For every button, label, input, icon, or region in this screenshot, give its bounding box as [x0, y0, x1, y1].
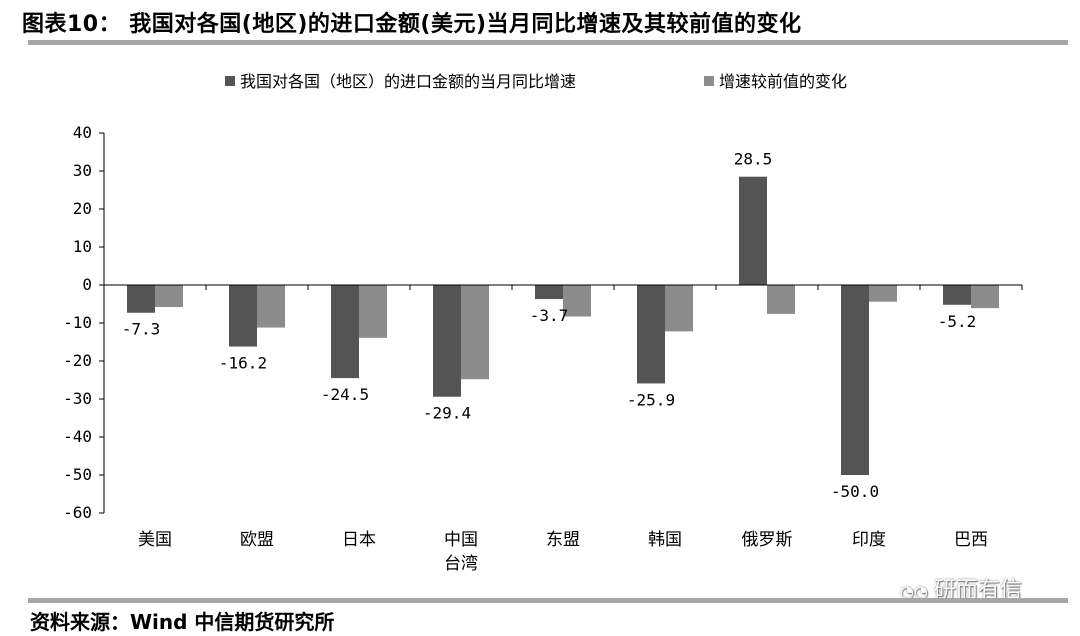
category-label: 日本 [342, 530, 376, 550]
data-label: -7.3 [122, 320, 161, 339]
y-tick-label: -10 [63, 313, 92, 332]
bar-series-1 [433, 285, 461, 397]
y-tick-label: -30 [63, 389, 92, 408]
bottom-divider [28, 598, 1068, 603]
data-label: -5.2 [938, 312, 977, 331]
category-label: 印度 [852, 530, 886, 550]
legend-swatch-series-1 [225, 76, 235, 86]
category-label: 欧盟 [240, 530, 274, 550]
data-label: 28.5 [734, 150, 773, 169]
y-tick-label: 10 [73, 237, 92, 256]
source-note: 资料来源：Wind 中信期货研究所 [30, 610, 335, 634]
bar-series-1 [331, 285, 359, 379]
data-label: -3.7 [530, 306, 569, 325]
y-tick-label: -20 [63, 351, 92, 370]
bar-series-1 [637, 285, 665, 384]
bar-series-2 [359, 285, 387, 338]
category-label: 韩国 [648, 530, 682, 550]
bars [127, 176, 999, 475]
y-tick-label: 0 [82, 275, 92, 294]
bar-series-1 [943, 285, 971, 305]
bar-series-1 [535, 285, 563, 300]
bar-series-1 [229, 285, 257, 347]
category-label: 台湾 [444, 554, 478, 574]
legend-label-series-1: 我国对各国（地区）的进口金额的当月同比增速 [240, 72, 576, 91]
data-label: -24.5 [321, 385, 369, 404]
bar-series-1 [841, 285, 869, 475]
bar-series-2 [665, 285, 693, 332]
category-label: 美国 [138, 530, 172, 550]
bar-chart: 我国对各国（地区）的进口金额的当月同比增速 增速较前值的变化 40 30 20 10 0… [63, 72, 1023, 574]
wechat-icon: ◔◔ [900, 582, 928, 601]
category-label: 俄罗斯 [742, 530, 793, 550]
y-tick-label: 30 [73, 161, 92, 180]
category-label: 中国 [444, 530, 478, 550]
top-divider [28, 40, 1068, 45]
legend: 我国对各国（地区）的进口金额的当月同比增速 增速较前值的变化 [225, 72, 847, 91]
bar-series-2 [461, 285, 489, 380]
y-tick-label: -50 [63, 465, 92, 484]
y-tick-label: -40 [63, 427, 92, 446]
bar-series-1 [127, 285, 155, 313]
y-axis: 40 30 20 10 0 -10 -20 -30 -40 -50 -60 [63, 123, 105, 522]
chart-title: 图表10： 我国对各国(地区)的进口金额(美元)当月同比增速及其较前值的变化 [22, 12, 802, 37]
y-tick-label: -60 [63, 503, 92, 522]
bar-series-2 [869, 285, 897, 302]
bar-series-2 [155, 285, 183, 308]
data-labels: -7.3 -16.2 -24.5 -29.4 -3.7 -25.9 28.5 -50.0 -5.… [122, 150, 977, 501]
y-tick-label: 40 [73, 123, 92, 142]
category-label: 巴西 [954, 530, 988, 550]
category-label: 东盟 [546, 530, 580, 550]
bar-series-2 [257, 285, 285, 328]
bar-series-1 [739, 176, 767, 285]
legend-swatch-series-2 [704, 76, 714, 86]
x-axis [103, 284, 1023, 290]
data-label: -29.4 [423, 404, 471, 423]
data-label: -16.2 [219, 354, 267, 373]
bar-series-2 [971, 285, 999, 309]
data-label: -25.9 [627, 390, 675, 409]
data-label: -50.0 [831, 482, 879, 501]
legend-label-series-2: 增速较前值的变化 [719, 72, 847, 91]
bar-series-2 [767, 285, 795, 314]
bar-series-2 [563, 285, 591, 317]
y-tick-label: 20 [73, 199, 92, 218]
